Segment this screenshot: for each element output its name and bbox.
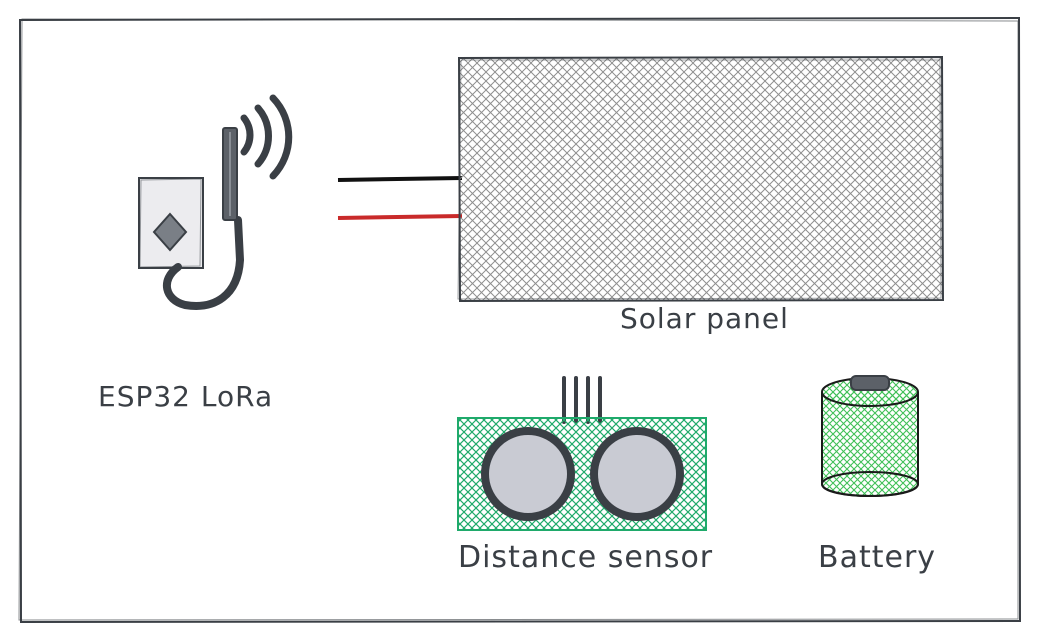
esp32-label: ESP32 LoRa: [98, 380, 274, 413]
wires: [337, 176, 463, 220]
antenna-cable: [163, 216, 245, 310]
outer-frame: [18, 16, 1022, 624]
battery-terminal: [850, 375, 890, 391]
sensor-pins: [562, 376, 602, 424]
sensor-right-transducer: [590, 427, 684, 521]
black-wire: [337, 176, 463, 182]
solar-panel-label: Solar panel: [620, 302, 789, 335]
wireless-signal-icon: [240, 94, 293, 180]
solar-panel: [457, 55, 945, 303]
distance-sensor-label: Distance sensor: [458, 540, 714, 575]
chip-icon: [152, 212, 188, 252]
sensor-left-transducer: [481, 427, 575, 521]
battery: [821, 375, 919, 497]
battery-label: Battery: [818, 540, 937, 575]
distance-sensor: [457, 376, 707, 531]
red-wire: [337, 214, 463, 220]
antenna-icon: [222, 127, 238, 221]
esp32-board: [138, 94, 293, 310]
